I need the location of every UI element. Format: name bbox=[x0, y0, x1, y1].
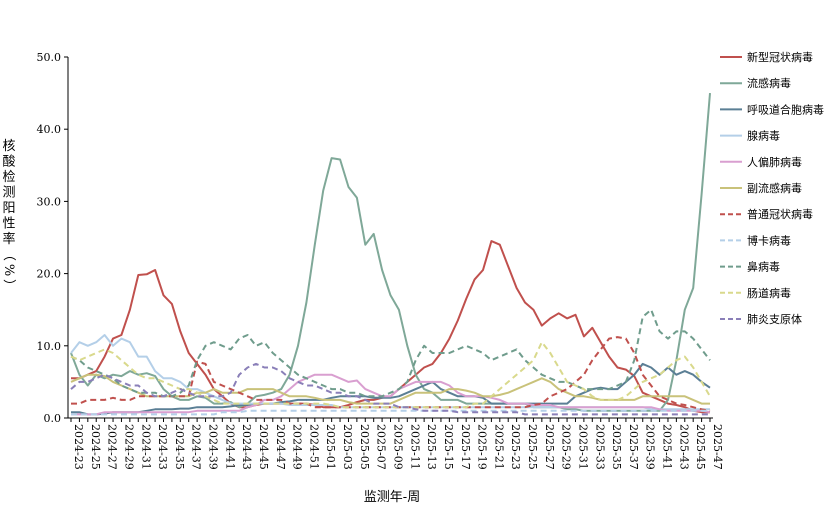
legend-label: 人偏肺病毒 bbox=[747, 155, 802, 169]
legend-label: 鼻病毒 bbox=[747, 260, 780, 274]
series-line bbox=[71, 240, 710, 414]
x-tick-label: 2025-29 bbox=[560, 424, 573, 470]
y-tick-label: 40.0 bbox=[37, 123, 62, 136]
x-tick-label: 2024-39 bbox=[207, 424, 220, 470]
series-line bbox=[71, 373, 711, 416]
x-tick-label: 2024-45 bbox=[257, 424, 270, 470]
x-tick-label: 2024-31 bbox=[139, 424, 152, 470]
series-lines bbox=[70, 93, 711, 416]
x-tick-label: 2024-27 bbox=[106, 424, 119, 470]
y-axis-title-char: （ bbox=[1, 248, 16, 261]
x-tick-label: 2025-25 bbox=[526, 424, 539, 470]
x-tick-label: 2025-45 bbox=[694, 424, 707, 470]
x-tick-label: 2025-11 bbox=[408, 424, 421, 470]
y-axis-title-char: 酸 bbox=[2, 155, 15, 170]
legend-label: 副流感病毒 bbox=[747, 181, 802, 195]
legend-label: 普通冠状病毒 bbox=[747, 207, 813, 221]
x-tick-label: 2025-31 bbox=[576, 424, 589, 470]
y-tick-label: 30.0 bbox=[37, 195, 62, 208]
x-tick-label: 2025-07 bbox=[375, 424, 388, 470]
x-tick-label: 2025-37 bbox=[627, 424, 640, 470]
series-line bbox=[71, 409, 710, 416]
y-tick-label: 0.0 bbox=[44, 412, 62, 425]
legend-label: 呼吸道合胞病毒 bbox=[747, 102, 824, 116]
x-tick-label: 2024-35 bbox=[173, 424, 186, 470]
legend-label: 腺病毒 bbox=[747, 129, 780, 143]
x-tick-label: 2025-39 bbox=[644, 424, 657, 470]
x-tick-label: 2025-05 bbox=[358, 424, 371, 470]
series-line bbox=[71, 336, 711, 412]
y-axis-title-char: % bbox=[1, 264, 16, 276]
x-tick-label: 2025-43 bbox=[677, 424, 690, 470]
x-tick-label: 2025-35 bbox=[610, 424, 623, 470]
x-tick-label: 2025-09 bbox=[392, 424, 405, 470]
y-ticks: 0.0 10.0 20.0 30.0 40.0 50.0 bbox=[37, 51, 68, 425]
y-axis-title-char: 性 bbox=[2, 217, 15, 232]
y-tick-label: 20.0 bbox=[37, 268, 62, 281]
y-axis-title-char: ） bbox=[1, 279, 16, 292]
y-axis-title-char: 率 bbox=[2, 231, 15, 247]
x-tick-label: 2024-25 bbox=[89, 424, 102, 470]
series-line bbox=[70, 341, 711, 409]
x-tick-label: 2025-19 bbox=[476, 424, 489, 470]
legend-label: 博卡病毒 bbox=[747, 233, 791, 247]
y-axis-title-char: 核 bbox=[2, 139, 15, 154]
y-tick-label: 10.0 bbox=[37, 340, 62, 353]
x-tick-label: 2024-29 bbox=[122, 424, 135, 470]
legend-label: 肠道病毒 bbox=[747, 286, 791, 300]
legend-label: 流感病毒 bbox=[747, 76, 791, 90]
x-tick-label: 2024-43 bbox=[240, 424, 253, 470]
x-tick-label: 2025-27 bbox=[543, 424, 556, 470]
legend-label: 新型冠状病毒 bbox=[747, 50, 813, 64]
x-tick-label: 2024-51 bbox=[307, 424, 320, 470]
y-axis-title-char: 检 bbox=[2, 170, 15, 185]
x-tick-label: 2025-17 bbox=[459, 424, 472, 470]
series-line bbox=[70, 308, 711, 398]
x-tick-label: 2024-47 bbox=[274, 424, 287, 470]
x-tick-label: 2025-01 bbox=[324, 424, 337, 470]
x-tick-label: 2025-47 bbox=[711, 424, 724, 470]
x-tick-label: 2025-23 bbox=[509, 424, 522, 470]
y-axis-title-char: 测 bbox=[2, 186, 15, 201]
x-tick-label: 2024-49 bbox=[291, 424, 304, 470]
x-ticks: 2024-23 2024-25 2024-27 2024-29 2024-31 2024-… bbox=[70, 418, 724, 470]
x-tick-label: 2024-23 bbox=[72, 424, 85, 470]
x-tick-label: 2025-41 bbox=[661, 424, 674, 470]
x-axis-title: 监测年-周 bbox=[364, 490, 420, 505]
x-tick-label: 2025-03 bbox=[341, 424, 354, 470]
series-line bbox=[70, 362, 710, 416]
x-tick-label: 2025-33 bbox=[593, 424, 606, 470]
y-tick-label: 50.0 bbox=[37, 51, 62, 64]
legend-label: 肺炎支原体 bbox=[747, 312, 802, 326]
x-tick-label: 2025-21 bbox=[492, 424, 505, 470]
x-tick-label: 2024-41 bbox=[223, 424, 236, 470]
legend: 新型冠状病毒流感病毒呼吸道合胞病毒腺病毒人偏肺病毒副流感病毒普通冠状病毒博卡病毒… bbox=[720, 50, 824, 326]
series-line bbox=[71, 362, 711, 416]
y-axis-title-char: 阳 bbox=[2, 201, 15, 216]
x-tick-label: 2024-33 bbox=[156, 424, 169, 470]
x-tick-label: 2025-13 bbox=[425, 424, 438, 470]
x-tick-label: 2025-15 bbox=[442, 424, 455, 470]
x-tick-label: 2024-37 bbox=[190, 424, 203, 470]
